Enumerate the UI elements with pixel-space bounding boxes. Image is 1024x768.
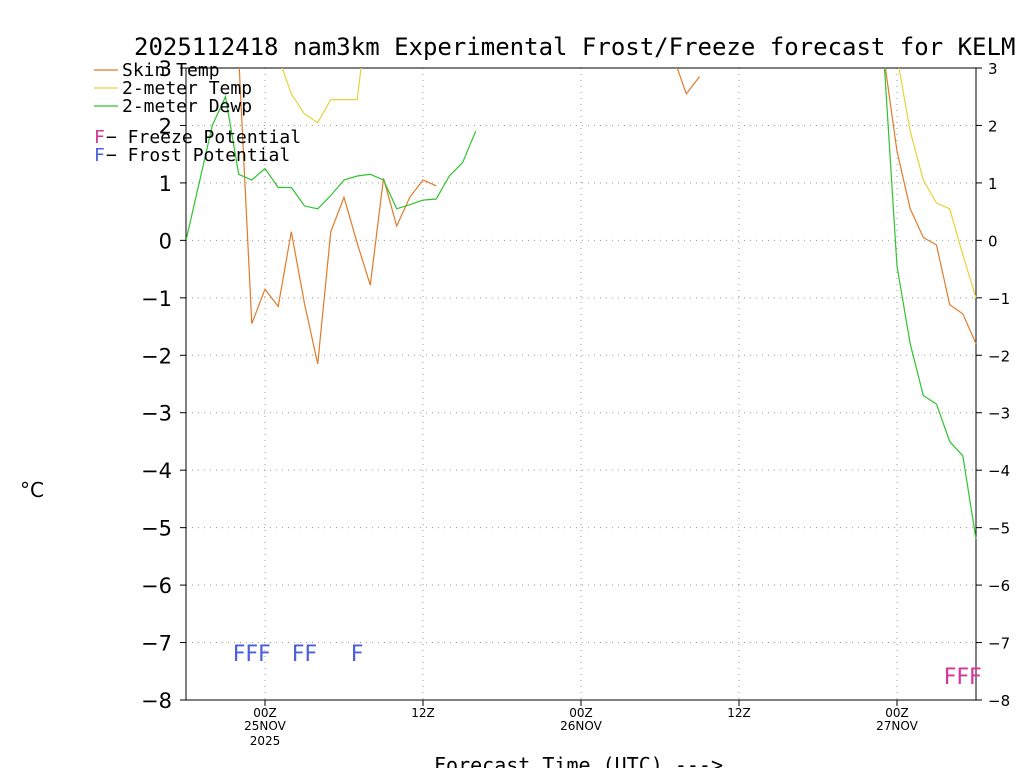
y-tick-label-right: −2 <box>988 347 1010 365</box>
y-tick-label-left: −3 <box>141 402 172 426</box>
y-tick-label-left: −5 <box>141 517 172 541</box>
y-axis-right-labels: 3 2 1 0 −1 −2 −3 −4 −5 −6 −7 −8 <box>988 60 1010 710</box>
x-axis-label: Forecast Time (UTC) ---> <box>434 753 723 768</box>
y-axis-left-labels: 3 2 1 0 −1 −2 −3 −4 −5 −6 −7 −8 <box>141 57 172 713</box>
y-tick-label-right: 3 <box>988 60 998 78</box>
freeze-potential-marker: FFF <box>944 665 982 690</box>
y-tick-label-right: −8 <box>988 692 1010 710</box>
y-tick-label-left: −7 <box>141 632 172 656</box>
legend-note-letter: F <box>94 145 105 166</box>
y-tick-label-right: 0 <box>988 232 998 250</box>
y-tick-label-left: 0 <box>159 229 172 253</box>
legend-note-text: − Frost Potential <box>106 145 290 166</box>
x-tick-label: 00Z <box>885 706 909 720</box>
legend-note-text: − Freeze Potential <box>106 127 301 148</box>
y-tick-label-right: 1 <box>988 175 998 193</box>
legend-entry: Skin Temp <box>122 60 220 81</box>
y-tick-label-left: −4 <box>141 459 172 483</box>
y-tick-label-left: 1 <box>159 172 172 196</box>
y-tick-label-right: −1 <box>988 290 1010 308</box>
x-tick-label: 12Z <box>411 706 435 720</box>
axis-ticks <box>180 67 982 706</box>
y-tick-label-right: −5 <box>988 520 1010 538</box>
x-tick-date: 27NOV <box>876 719 918 733</box>
x-tick-date: 26NOV <box>560 719 602 733</box>
x-tick-year: 2025 <box>250 734 281 748</box>
y-tick-label-left: −8 <box>141 689 172 713</box>
chart-title: 2025112418 nam3km Experimental Frost/Fre… <box>134 33 1015 61</box>
legend-entry: 2-meter Dewp <box>122 96 252 117</box>
x-tick-label: 00Z <box>569 706 593 720</box>
series-lines <box>186 68 977 540</box>
y-tick-label-left: 2 <box>159 114 172 138</box>
y-tick-label-left: −1 <box>141 287 172 311</box>
frost-potential-marker: F <box>351 642 364 667</box>
series-line-skin-temp <box>238 68 977 365</box>
plot-frame <box>185 67 977 701</box>
y-tick-label-right: 2 <box>988 117 998 135</box>
y-tick-label-left: 3 <box>159 57 172 81</box>
frost-potential-marker: FFF <box>233 642 271 667</box>
legend-entry: 2-meter Temp <box>122 78 252 99</box>
y-axis-label: °C <box>20 478 44 502</box>
y-tick-label-left: −2 <box>141 344 172 368</box>
y-tick-label-right: −7 <box>988 635 1010 653</box>
y-tick-label-right: −3 <box>988 405 1010 423</box>
frost-potential-marker: FF <box>292 642 317 667</box>
series-line-2-meter-temp <box>281 68 977 298</box>
y-tick-label-right: −4 <box>988 462 1010 480</box>
series-line-2-meter-dewp <box>186 68 977 540</box>
y-tick-label-right: −6 <box>988 577 1010 595</box>
x-tick-label: 12Z <box>727 706 751 720</box>
x-tick-label: 00Z <box>253 706 277 720</box>
y-tick-label-left: −6 <box>141 574 172 598</box>
grid-lines <box>186 68 976 700</box>
x-tick-date: 25NOV <box>244 719 286 733</box>
legend-note-letter: F <box>94 127 105 148</box>
